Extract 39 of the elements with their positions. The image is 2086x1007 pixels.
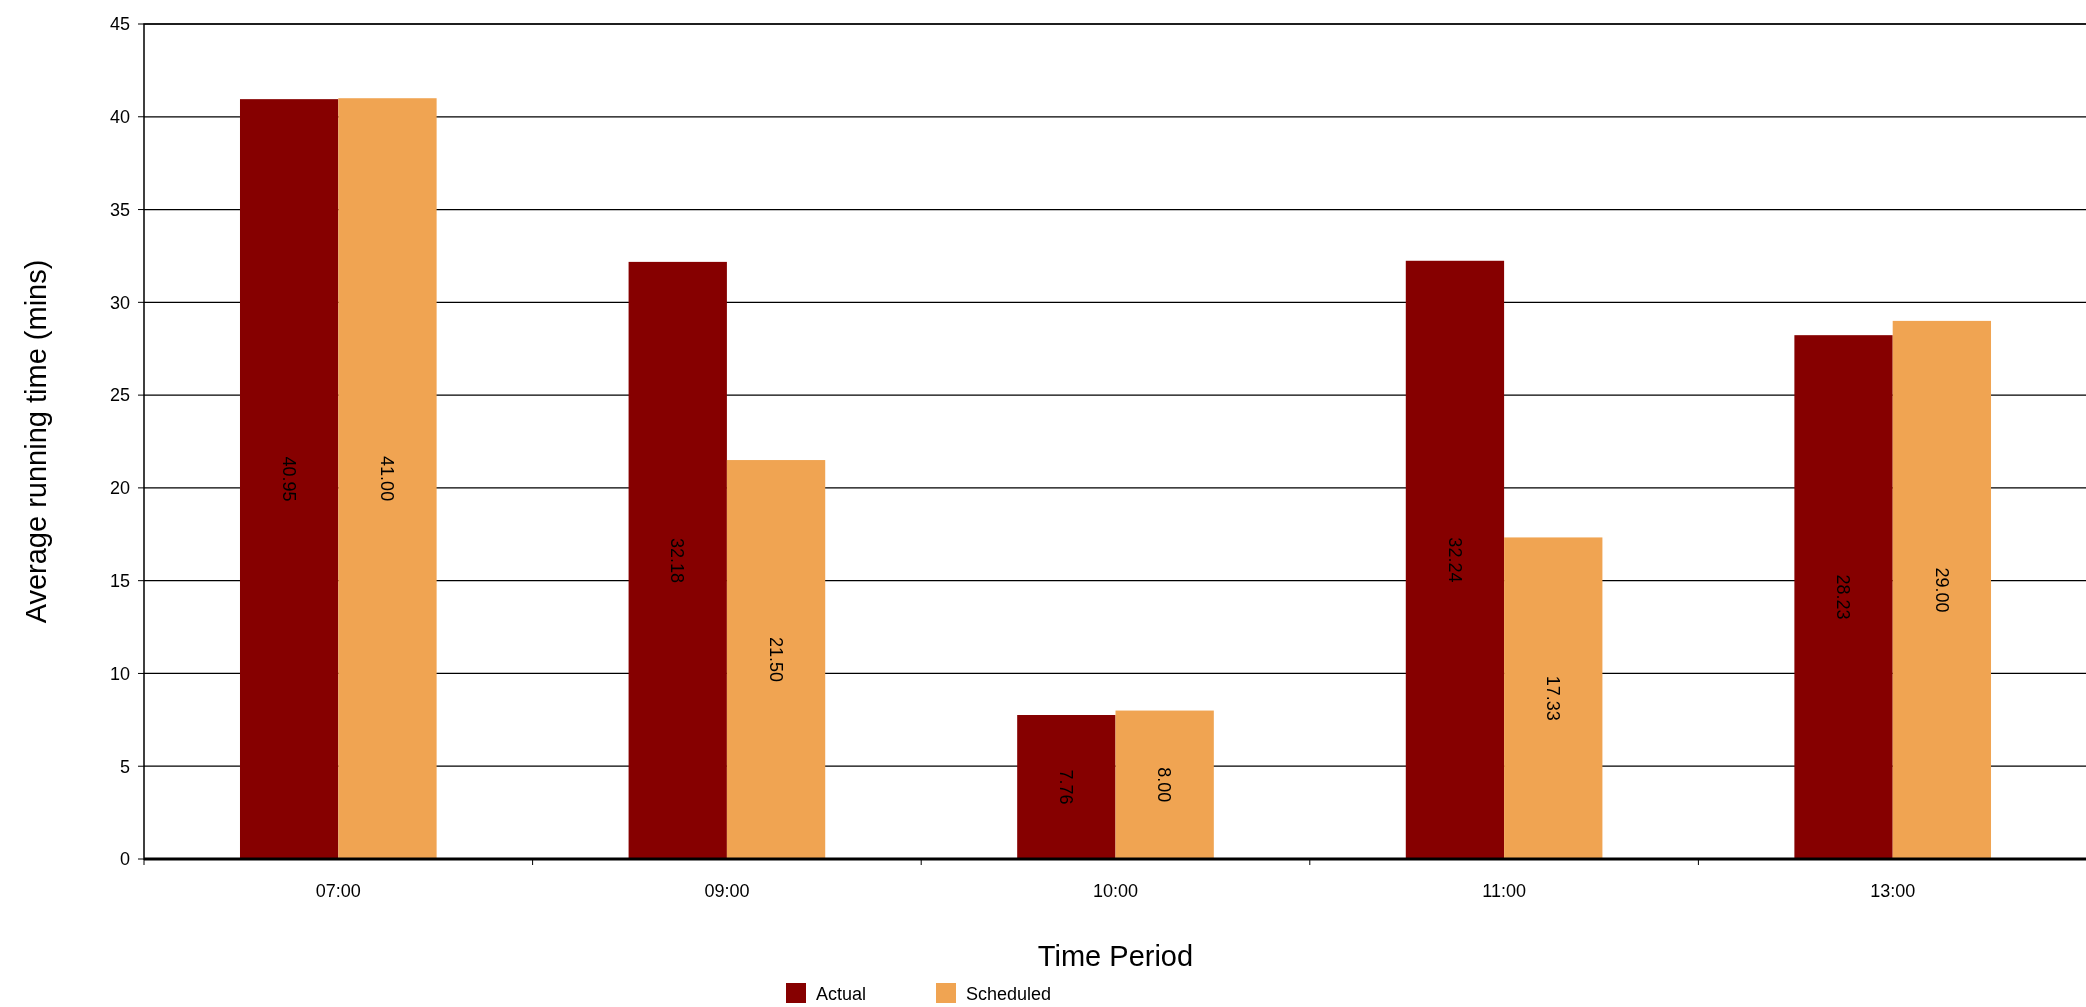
x-tick-label: 09:00 — [704, 881, 750, 901]
x-tick-label: 11:00 — [1482, 881, 1526, 901]
legend-label: Actual — [816, 984, 867, 1004]
bar — [1504, 537, 1603, 859]
data-label: 40.95 — [278, 456, 299, 502]
y-tick-label: 30 — [109, 292, 130, 313]
bar — [338, 98, 437, 859]
data-label: 29.00 — [1931, 567, 1952, 613]
x-tick-label: 07:00 — [315, 881, 361, 901]
y-tick-label: 45 — [109, 14, 130, 35]
y-tick-label: 10 — [109, 663, 130, 684]
data-label: 41.00 — [377, 456, 398, 502]
bar — [628, 261, 727, 859]
y-tick-label: 40 — [109, 107, 130, 128]
bar — [1794, 335, 1893, 859]
legend-label: Scheduled — [966, 984, 1052, 1004]
bar — [1892, 320, 1992, 859]
data-label: 8.00 — [1154, 767, 1175, 803]
data-label: 21.50 — [765, 637, 786, 683]
data-label: 32.24 — [1444, 537, 1465, 583]
data-label: 17.33 — [1542, 675, 1563, 721]
y-tick-label: 25 — [109, 385, 130, 406]
bar — [1115, 710, 1214, 859]
y-tick-label: 5 — [119, 756, 130, 777]
y-tick-label: 0 — [119, 849, 130, 870]
bar — [1405, 260, 1505, 859]
bar — [726, 460, 826, 859]
y-tick-label: 15 — [109, 570, 130, 591]
y-axis-title: Average running time (mins) — [20, 259, 52, 624]
data-label: 28.23 — [1833, 574, 1854, 620]
y-tick-label: 35 — [109, 199, 130, 220]
x-tick-label: 13:00 — [1870, 881, 1916, 901]
y-tick-label: 20 — [109, 478, 130, 499]
bar — [239, 99, 339, 859]
x-axis-title: Time Period — [1037, 940, 1194, 972]
x-tick-label: 10:00 — [1092, 881, 1139, 901]
bar — [1017, 715, 1116, 859]
data-label: 7.76 — [1056, 769, 1077, 805]
data-label: 32.18 — [667, 537, 688, 583]
